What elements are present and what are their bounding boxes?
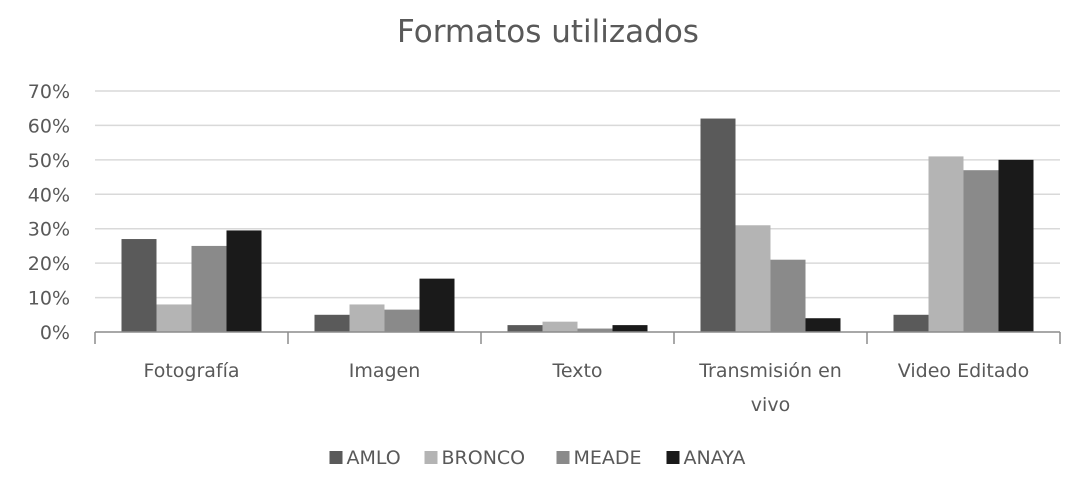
- legend-swatch: [666, 451, 680, 464]
- bar: [928, 156, 964, 332]
- legend-label: AMLO: [347, 447, 401, 469]
- y-tick-label: 30%: [28, 219, 70, 241]
- y-tick-label: 50%: [28, 150, 70, 172]
- bar: [507, 325, 543, 332]
- legend-label: ANAYA: [684, 447, 746, 469]
- legend-label: MEADE: [574, 447, 642, 469]
- x-tick-label: Texto: [551, 360, 602, 382]
- y-tick-label: 0%: [40, 322, 70, 344]
- bar: [121, 239, 157, 332]
- chart-title: Formatos utilizados: [397, 14, 699, 50]
- y-axis-tick-labels: 0% 10% 20% 30% 40% 50% 60% 70%: [28, 81, 70, 344]
- bar: [349, 304, 385, 332]
- legend-swatch: [424, 451, 438, 464]
- legend-swatch: [556, 451, 570, 464]
- bar: [226, 230, 262, 332]
- legend: AMLO BRONCO MEADE ANAYA: [329, 447, 746, 469]
- y-tick-label: 20%: [28, 253, 70, 275]
- legend-item: ANAYA: [666, 447, 746, 469]
- x-tick-label: Fotografía: [143, 360, 239, 382]
- bar: [577, 328, 613, 332]
- y-tick-label: 40%: [28, 184, 70, 206]
- legend-item: BRONCO: [424, 447, 526, 469]
- bar: [419, 278, 455, 332]
- bar: [156, 304, 192, 332]
- x-tick-label: Video Editado: [898, 360, 1029, 382]
- bar: [191, 245, 227, 332]
- legend-item: MEADE: [556, 447, 642, 469]
- bar: [700, 118, 736, 333]
- y-tick-label: 70%: [28, 81, 70, 103]
- x-axis-tick-labels: Fotografía Imagen Texto Transmisión en vivo V…: [143, 360, 1029, 416]
- legend-label: BRONCO: [442, 447, 526, 469]
- bar: [963, 170, 999, 332]
- legend-swatch: [329, 451, 343, 464]
- x-tick-label: Transmisión en vivo: [698, 360, 842, 416]
- bar: [612, 325, 648, 332]
- y-tick-label: 60%: [28, 115, 70, 137]
- bar: [998, 159, 1034, 332]
- bar: [384, 309, 420, 332]
- x-tick-label: Imagen: [349, 360, 421, 382]
- bar: [314, 314, 350, 332]
- bar: [542, 321, 578, 332]
- bar: [735, 225, 771, 332]
- x-axis: [94, 331, 1061, 344]
- bar: [893, 314, 929, 332]
- legend-item: AMLO: [329, 447, 401, 469]
- bar: [805, 318, 841, 332]
- bars: [121, 118, 1034, 333]
- y-tick-label: 10%: [28, 288, 70, 310]
- bar: [770, 259, 806, 332]
